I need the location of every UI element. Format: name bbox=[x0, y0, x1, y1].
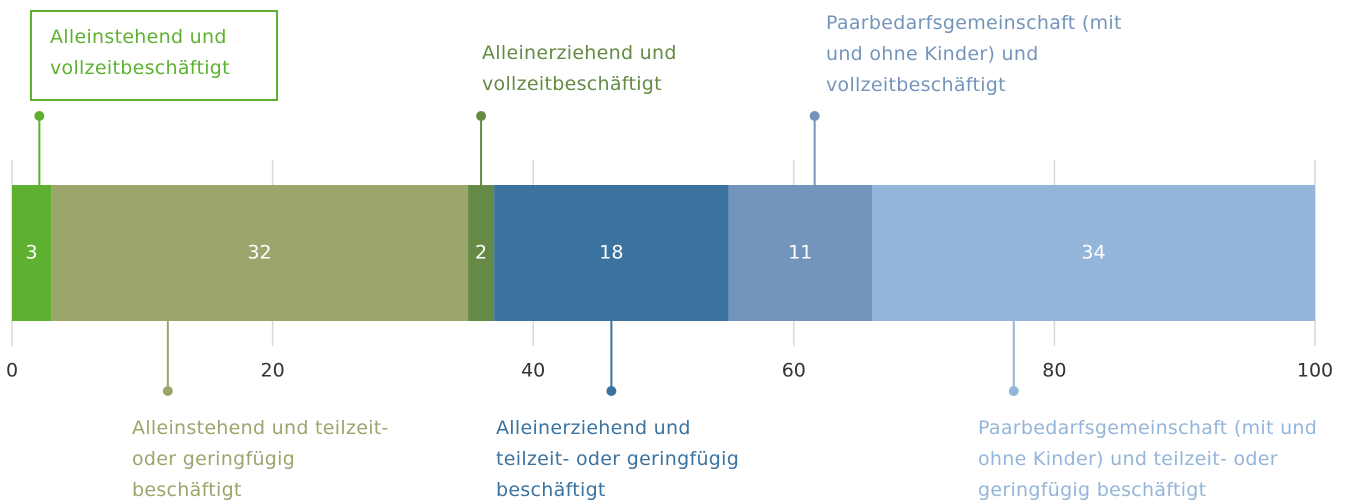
bar-segment bbox=[494, 185, 729, 321]
callout-dot bbox=[162, 386, 173, 396]
bar-segment bbox=[51, 185, 469, 321]
series-label: Alleinerziehend und vollzeitbeschäftigt bbox=[482, 42, 677, 95]
series-label: Paarbedarfsgemeinschaft (mit und ohne Ki… bbox=[978, 417, 1318, 501]
series-label: Alleinerziehend und teilzeit- oder gerin… bbox=[496, 417, 740, 501]
x-tick-label: 60 bbox=[782, 360, 806, 382]
bar-segment bbox=[12, 185, 52, 321]
value-label: 2 bbox=[475, 242, 487, 264]
value-label: 18 bbox=[599, 242, 623, 264]
value-label: 3 bbox=[25, 242, 37, 264]
value-label: 34 bbox=[1081, 242, 1105, 264]
series-label: Alleinstehend und vollzeitbeschäftigt bbox=[50, 26, 230, 79]
bar-segment bbox=[871, 185, 1315, 321]
x-tick-label: 100 bbox=[1297, 360, 1333, 382]
x-tick-label: 0 bbox=[6, 360, 18, 382]
callout-dot bbox=[1008, 386, 1019, 396]
label-box bbox=[30, 10, 278, 101]
x-tick-label: 40 bbox=[521, 360, 545, 382]
bar-segment bbox=[728, 185, 872, 321]
bar-segment bbox=[468, 185, 495, 321]
series-label: Alleinstehend und teilzeit- oder geringf… bbox=[132, 417, 389, 501]
value-label: 11 bbox=[788, 242, 812, 264]
series-label: Paarbedarfsgemeinschaft (mit und ohne Ki… bbox=[826, 12, 1122, 96]
callout-dot bbox=[476, 111, 487, 121]
x-tick-label: 80 bbox=[1042, 360, 1066, 382]
callout-dot bbox=[809, 111, 820, 121]
x-tick-label: 20 bbox=[261, 360, 285, 382]
value-label: 32 bbox=[247, 242, 271, 264]
callout-dot bbox=[34, 111, 45, 121]
callout-dot bbox=[606, 386, 617, 396]
